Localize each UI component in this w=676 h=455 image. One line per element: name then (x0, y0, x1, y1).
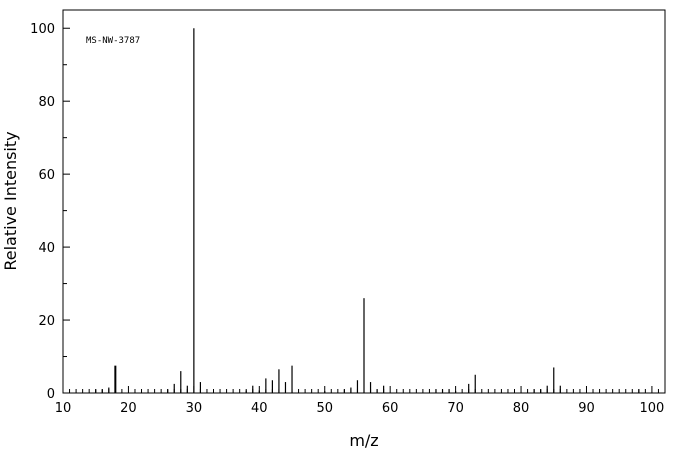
x-tick-label: 70 (447, 401, 464, 416)
x-tick-label: 50 (316, 401, 333, 416)
x-tick-label: 90 (578, 401, 595, 416)
y-tick-label: 60 (38, 168, 55, 183)
x-tick-label: 100 (639, 401, 664, 416)
x-tick-label: 60 (382, 401, 399, 416)
x-tick-label: 20 (120, 401, 137, 416)
x-tick-label: 40 (251, 401, 268, 416)
x-tick-label: 10 (55, 401, 72, 416)
x-tick-label: 80 (513, 401, 530, 416)
x-tick-label: 30 (186, 401, 203, 416)
y-tick-label: 20 (38, 314, 55, 329)
y-tick-label: 40 (38, 241, 55, 256)
x-axis-label: m/z (349, 431, 378, 450)
y-tick-label: 0 (47, 387, 55, 402)
y-axis-label: Relative Intensity (1, 131, 20, 270)
y-tick-label: 80 (38, 95, 55, 110)
y-tick-label: 100 (30, 22, 55, 37)
annotation: MS-NW-3787 (86, 36, 140, 46)
